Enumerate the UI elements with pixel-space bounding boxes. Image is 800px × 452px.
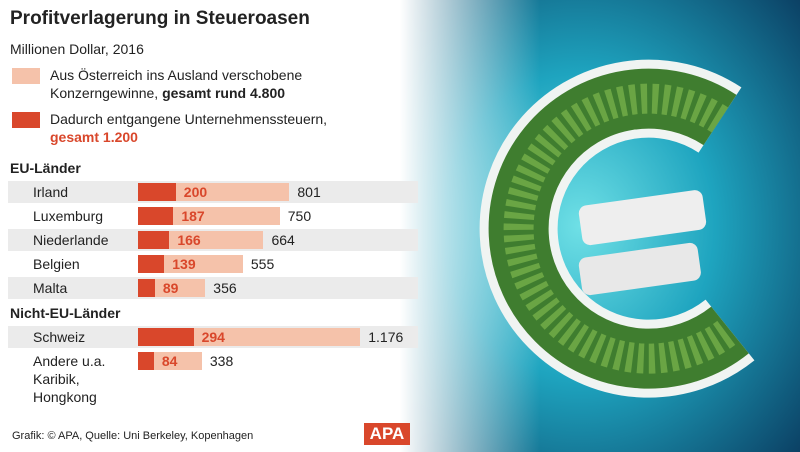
legend-label: Dadurch entgangene Unternehmenssteuern, (50, 111, 328, 127)
legend-total: gesamt rund 4.800 (162, 85, 286, 101)
bar (138, 231, 264, 249)
bar (138, 207, 174, 225)
legend-label: Aus Österreich ins Ausland verschobene K… (50, 67, 303, 101)
legend-entry: Dadurch entgangene Unternehmenssteuern, … (50, 110, 370, 146)
value-label: 801 (297, 184, 321, 200)
value-label: 1.176 (368, 329, 404, 345)
bar (138, 328, 361, 346)
value-label: 139 (172, 256, 196, 272)
category-label: Belgien (33, 256, 80, 272)
bar (138, 183, 290, 201)
source-note: Grafik: © APA, Quelle: Uni Berkeley, Kop… (12, 430, 254, 442)
legend-total: gesamt 1.200 (50, 129, 138, 145)
chart-subtitle: Millionen Dollar, 2016 (10, 41, 144, 57)
value-label: 294 (201, 329, 225, 345)
legend-swatch (12, 68, 40, 84)
value-label: 664 (271, 232, 295, 248)
chart-title: Profitverlagerung in Steueroasen (10, 8, 310, 29)
bar (138, 207, 280, 225)
logo: APA (364, 423, 410, 445)
bar (138, 279, 155, 297)
legend-swatch (12, 112, 40, 128)
row-band (8, 277, 418, 299)
legend-entry: Aus Österreich ins Ausland verschobene K… (50, 66, 370, 102)
value-label: 187 (181, 208, 205, 224)
bar (138, 328, 194, 346)
bar (138, 255, 165, 273)
value-label: 750 (287, 208, 312, 224)
value-label: 200 (183, 184, 208, 200)
bar (138, 279, 206, 297)
value-label: 166 (177, 232, 201, 248)
value-label: 356 (213, 280, 237, 296)
bar (138, 183, 176, 201)
background-image (400, 0, 800, 452)
category-label: Niederlande (33, 232, 109, 248)
category-label: Luxemburg (33, 208, 104, 224)
bar (138, 352, 154, 370)
value-label: 84 (161, 353, 178, 369)
category-label: Malta (33, 280, 68, 296)
category-label: Irland (33, 184, 69, 200)
group-label: Nicht-EU-Länder (10, 305, 121, 321)
value-label: 555 (250, 256, 275, 272)
bar (138, 352, 202, 370)
value-label: 89 (162, 280, 179, 296)
group-label: EU-Länder (10, 160, 81, 176)
category-label: Schweiz (33, 329, 86, 345)
bar (138, 231, 170, 249)
value-label: 338 (209, 353, 234, 369)
category-label: Andere u.a. Karibik, Hongkong (33, 353, 106, 405)
